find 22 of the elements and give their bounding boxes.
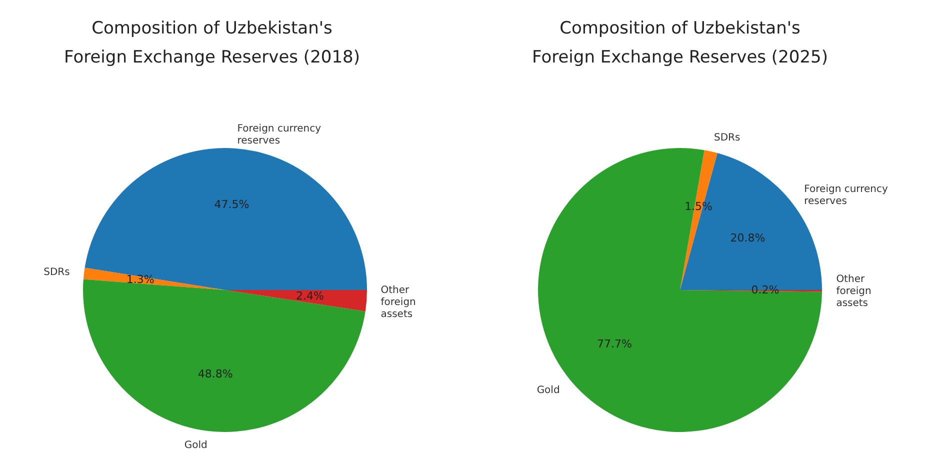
slice-label: Gold (536, 384, 560, 396)
data-label: 48.8% (198, 368, 233, 381)
pie-slice (83, 268, 225, 290)
data-label: 77.7% (596, 337, 632, 350)
data-label: 1.3% (126, 273, 154, 286)
pie-slice (225, 290, 367, 312)
pie-slice (84, 148, 367, 290)
slice-label: SDRs (44, 266, 70, 278)
chart-title: Composition of Uzbekistan's Foreign Exchange Reserves (2025) (532, 18, 828, 68)
data-label: 0.2% (751, 284, 780, 297)
slice-label: SDRs (714, 132, 740, 144)
slice-label: Other foreign assets (836, 274, 872, 309)
slice-label: Other foreign assets (380, 284, 416, 320)
data-label: 20.8% (730, 231, 766, 244)
pie-slice (680, 150, 718, 290)
chart-title: Composition of Uzbekistan's Foreign Exchange Reserves (2018) (64, 18, 360, 68)
slice-label: Gold (184, 440, 208, 451)
slice-label: Foreign currency reserves (804, 184, 888, 207)
data-label: 1.5% (684, 200, 713, 213)
data-label: 2.4% (296, 289, 324, 302)
slice-label: Foreign currency reserves (237, 123, 322, 146)
data-label: 47.5% (214, 198, 250, 212)
